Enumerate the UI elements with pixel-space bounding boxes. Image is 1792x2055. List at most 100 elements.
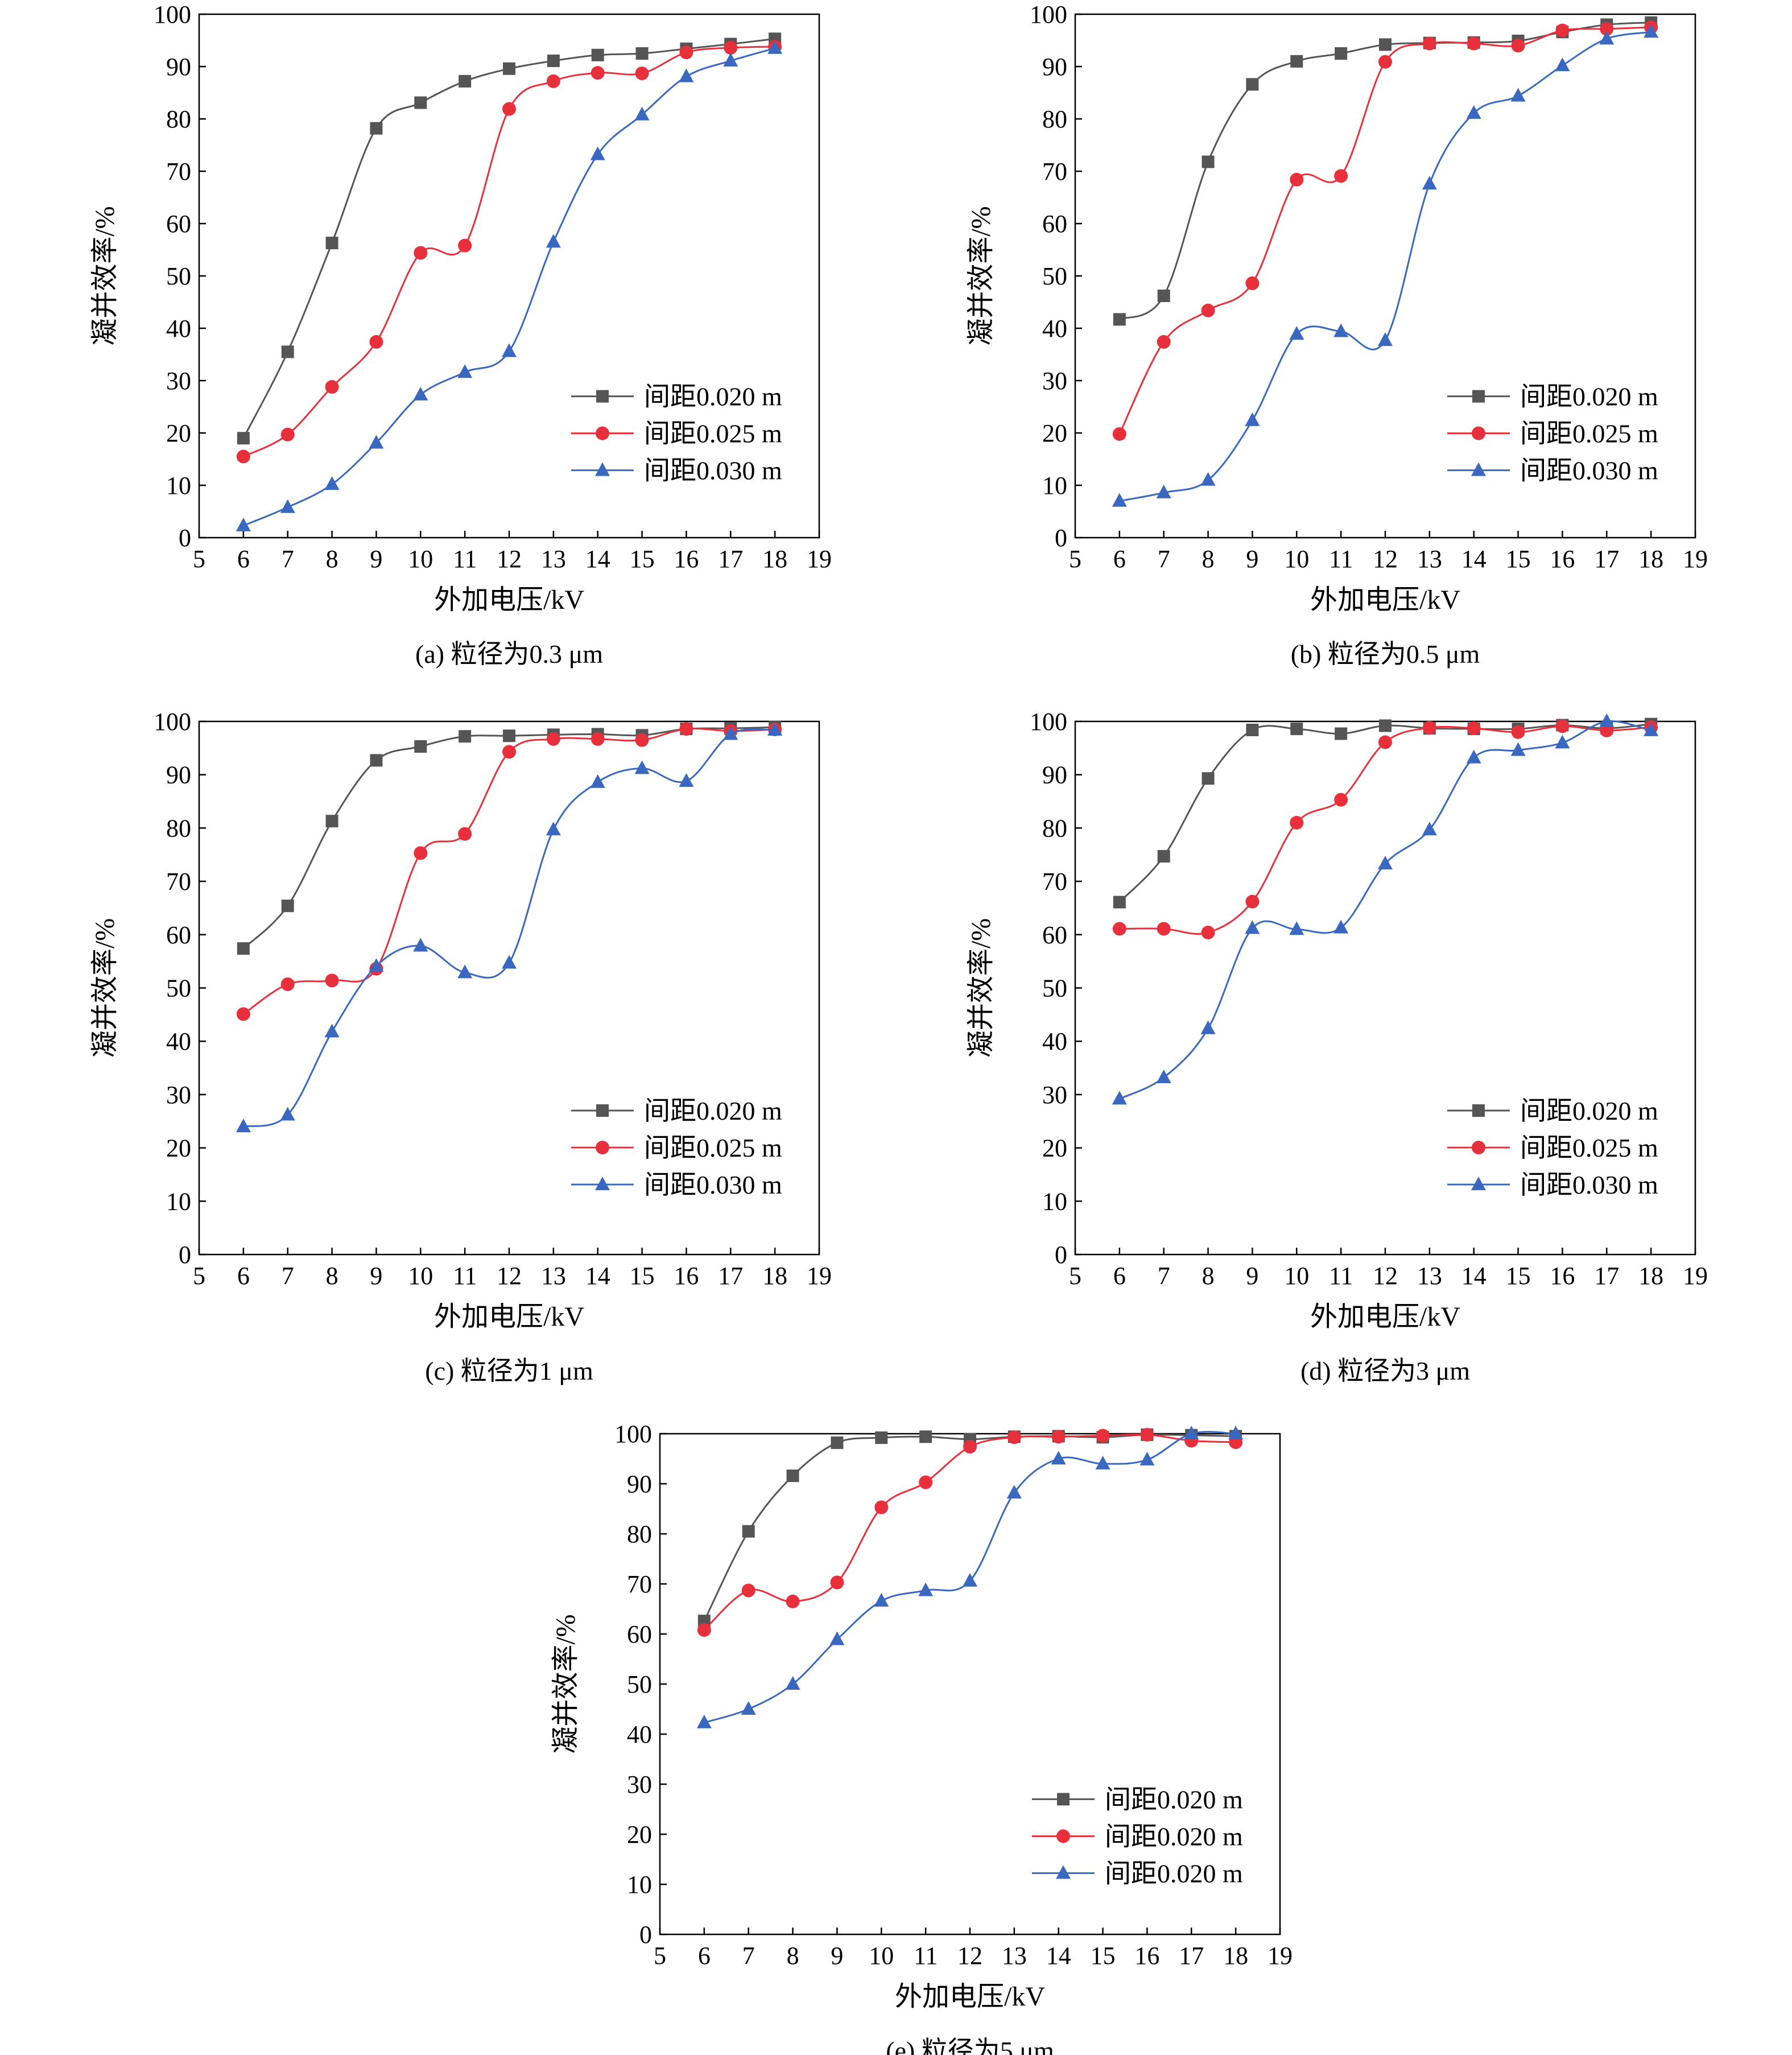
data-point-1	[502, 745, 516, 759]
y-tick-label: 100	[1030, 1, 1067, 28]
data-point-1	[1112, 427, 1126, 441]
legend-marker	[596, 1104, 609, 1117]
y-tick-label: 100	[154, 1, 191, 28]
y-tick-label: 90	[166, 53, 191, 81]
y-tick-label: 40	[1042, 315, 1067, 342]
data-point-0	[281, 345, 294, 358]
data-point-0	[237, 432, 250, 445]
legend-marker	[1057, 1793, 1070, 1806]
data-point-2	[741, 1701, 756, 1715]
x-tick-label: 11	[914, 1942, 938, 1970]
data-point-2	[1156, 1069, 1171, 1083]
y-axis-title: 凝并效率/%	[966, 206, 996, 345]
data-point-1	[546, 732, 560, 746]
legend-marker	[1471, 462, 1486, 476]
y-axis-title: 凝并效率/%	[551, 1614, 581, 1753]
y-tick-label: 10	[1042, 472, 1067, 500]
legend-marker	[1472, 1141, 1485, 1155]
data-point-1	[414, 246, 428, 260]
data-point-1	[280, 427, 295, 441]
data-point-2	[1644, 24, 1659, 38]
data-point-2	[546, 234, 561, 248]
data-point-1	[458, 238, 472, 253]
x-tick-label: 19	[1683, 1262, 1708, 1290]
y-tick-label: 10	[1042, 1187, 1067, 1215]
data-point-1	[325, 380, 339, 394]
y-axis-title: 凝并效率/%	[966, 918, 996, 1058]
panel-caption: (d) 粒径为3 μm	[1300, 1356, 1470, 1385]
x-tick-label: 7	[282, 1262, 294, 1290]
x-tick-label: 17	[718, 1262, 743, 1290]
x-tick-label: 12	[1373, 1262, 1398, 1290]
data-point-2	[1051, 1451, 1066, 1464]
x-tick-label: 9	[1246, 545, 1258, 573]
x-tick-label: 13	[1417, 545, 1442, 573]
data-point-0	[1157, 850, 1170, 863]
data-point-2	[963, 1573, 977, 1587]
legend-label: 间距0.020 m	[1105, 1822, 1243, 1851]
data-point-0	[281, 899, 294, 913]
x-tick-label: 17	[1594, 1262, 1619, 1290]
data-point-0	[919, 1430, 932, 1443]
x-tick-label: 6	[1113, 1262, 1126, 1290]
data-point-0	[1379, 719, 1392, 732]
legend-marker	[1472, 390, 1485, 403]
data-point-1	[697, 1623, 711, 1637]
data-point-0	[1246, 78, 1259, 91]
x-tick-label: 5	[193, 1262, 205, 1290]
x-tick-label: 16	[1550, 1262, 1575, 1290]
data-point-0	[503, 62, 515, 75]
x-tick-label: 5	[193, 545, 205, 573]
data-point-2	[1510, 742, 1526, 756]
data-point-2	[723, 52, 738, 67]
data-point-1	[635, 66, 649, 80]
data-point-0	[325, 815, 338, 828]
data-point-1	[1334, 169, 1348, 183]
x-tick-label: 9	[1246, 1262, 1258, 1290]
x-tick-label: 10	[408, 545, 433, 573]
x-tick-label: 8	[787, 1942, 799, 1970]
x-tick-label: 8	[326, 1262, 338, 1290]
data-point-2	[1378, 856, 1393, 870]
data-point-0	[459, 75, 472, 88]
data-point-1	[786, 1594, 800, 1608]
data-point-2	[918, 1582, 934, 1596]
legend-marker	[1056, 1865, 1071, 1879]
x-tick-label: 6	[698, 1942, 711, 1970]
chart-panel-2: 5 6 7 8 9 10 11 12 13 14 15 16 17 18 19 0 10 20 30 40 50 60 70…	[90, 708, 832, 1385]
data-point-1	[1290, 816, 1304, 830]
y-tick-label: 0	[639, 1921, 652, 1949]
data-point-1	[369, 335, 383, 349]
x-tick-label: 11	[1329, 545, 1353, 573]
data-point-0	[1157, 289, 1170, 302]
x-tick-label: 5	[1069, 1262, 1081, 1290]
data-point-0	[414, 740, 427, 753]
data-point-0	[1113, 896, 1126, 909]
data-point-2	[723, 726, 738, 740]
data-point-2	[502, 955, 517, 969]
x-tick-label: 8	[326, 545, 338, 573]
x-axis-title: 外加电压/kV	[1310, 1302, 1460, 1332]
x-tick-label: 6	[237, 545, 250, 573]
data-point-1	[1140, 1427, 1154, 1442]
y-tick-label: 80	[1042, 814, 1067, 842]
data-point-0	[831, 1436, 844, 1449]
data-point-2	[1228, 1426, 1244, 1439]
legend-marker	[1472, 426, 1485, 440]
y-tick-label: 70	[166, 158, 191, 185]
y-tick-label: 30	[166, 367, 191, 395]
data-point-2	[767, 40, 783, 54]
y-tick-label: 60	[166, 921, 191, 949]
x-tick-label: 18	[762, 545, 787, 573]
data-point-2	[457, 964, 473, 979]
x-tick-label: 13	[541, 1262, 566, 1290]
data-point-1	[502, 102, 516, 116]
legend-label: 间距0.025 m	[1520, 419, 1658, 448]
y-tick-label: 100	[614, 1420, 652, 1448]
data-point-1	[1511, 725, 1525, 739]
data-point-0	[503, 729, 515, 742]
data-point-1	[1157, 335, 1171, 349]
data-point-1	[591, 66, 605, 80]
x-tick-label: 13	[1002, 1942, 1027, 1970]
legend-label: 间距0.020 m	[1520, 382, 1658, 411]
